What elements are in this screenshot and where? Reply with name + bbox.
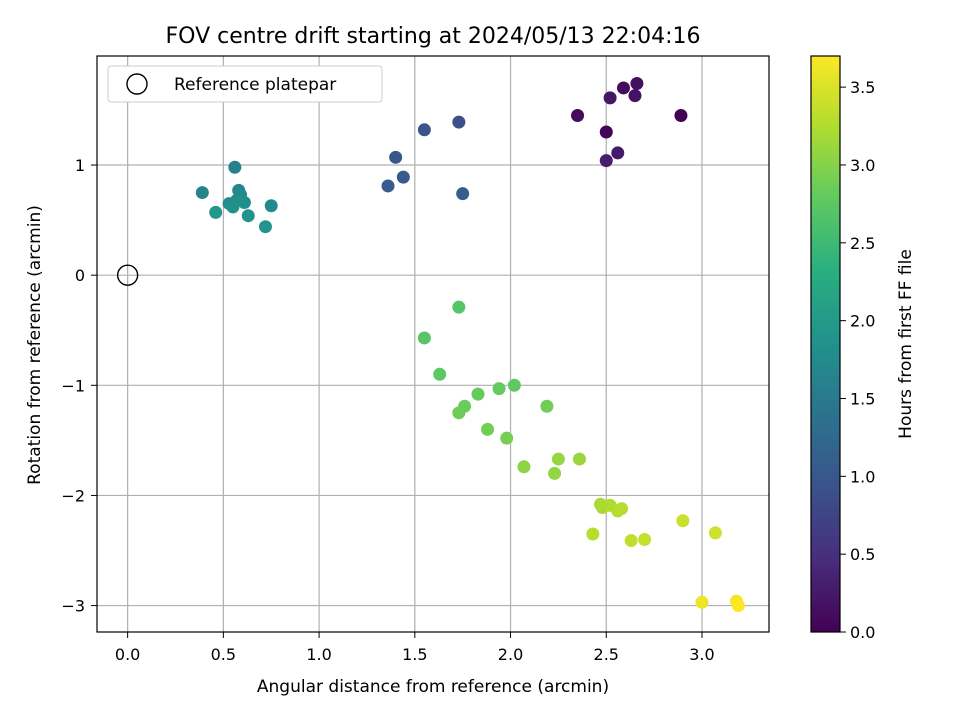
data-point [616,81,630,95]
data-point [676,514,690,528]
x-tick-label: 0.0 [115,645,140,664]
data-point [517,460,531,474]
colorbar-tick-label: 2.0 [850,312,875,331]
legend-marker-open-circle [126,73,148,95]
data-point [630,77,644,91]
data-point [264,199,278,213]
data-point [548,466,562,480]
data-point [226,200,240,214]
data-point [500,431,514,445]
plot-background [97,56,769,632]
x-tick-label: 2.5 [594,645,619,664]
colorbar-tick-label: 2.5 [850,234,875,253]
reference-marker [116,264,139,286]
plot-area: 0.0 0.5 1.0 1.5 2.0 2.5 3.0 −3 −2 −1 0 1 [61,55,770,664]
data-point [611,146,625,160]
data-point [452,300,466,314]
data-point [492,382,506,396]
y-tick-label: 1 [75,156,85,175]
y-tick-label: −3 [61,597,85,616]
legend-box [107,65,383,103]
data-point [551,452,565,466]
x-tick-label: 0.5 [211,645,236,664]
x-tick-label: 1.0 [306,645,331,664]
data-point [599,125,613,139]
data-point [572,452,586,466]
colorbar-tick-label: 1.0 [850,467,875,486]
data-point [381,179,395,193]
plot-frame [96,55,770,633]
legend: Reference platepar [107,65,383,103]
data-point [471,387,485,401]
colorbar-tick-label: 0.0 [850,623,875,642]
colorbar-tick-label: 1.5 [850,389,875,408]
x-axis-label: Angular distance from reference (arcmin) [257,677,609,697]
data-point [389,150,403,164]
y-axis-label: Rotation from reference (arcmin) [25,205,45,485]
data-point [624,534,638,548]
data-point [540,399,554,413]
colorbar: 0.0 0.5 1.0 1.5 2.0 2.5 3.0 3.5 Hours from firs… [810,55,916,642]
colorbar-tick-label: 0.5 [850,545,875,564]
y-axis-ticks: −3 −2 −1 0 1 [61,156,97,616]
colorbar-gradient [811,56,840,632]
reference-platepar-point [116,264,139,286]
chart-title: FOV centre drift starting at 2024/05/13 … [166,24,701,49]
data-point [586,527,600,541]
data-point [628,89,642,103]
data-point [695,595,709,609]
data-point [615,502,629,516]
y-tick-label: −2 [61,486,85,505]
data-point [674,108,688,122]
x-axis-ticks: 0.0 0.5 1.0 1.5 2.0 2.5 3.0 [115,632,715,664]
data-point [603,91,617,105]
colorbar-tick-label: 3.5 [850,78,875,97]
colorbar-label: Hours from first FF file [896,249,916,439]
colorbar-ticks: 0.0 0.5 1.0 1.5 2.0 2.5 3.0 3.5 [840,78,875,642]
data-point [571,108,585,122]
x-tick-label: 1.5 [402,645,427,664]
colorbar-tick-label: 3.0 [850,156,875,175]
data-point [396,170,410,184]
x-tick-label: 3.0 [689,645,714,664]
data-point [481,422,495,436]
data-point [417,331,431,345]
x-tick-label: 2.0 [498,645,523,664]
data-point [507,378,521,392]
data-point [228,160,242,174]
y-tick-label: −1 [61,376,85,395]
data-point [258,220,272,234]
data-point [731,599,745,613]
data-point [456,187,470,201]
data-point [638,532,652,546]
legend-label: Reference platepar [174,75,336,95]
data-point [433,367,447,381]
y-tick-label: 0 [75,266,85,285]
data-point [452,406,466,420]
data-point [209,205,223,219]
data-point [708,526,722,540]
data-point [417,123,431,137]
data-point [195,186,209,200]
data-point [452,115,466,129]
data-point [241,209,255,223]
grid [97,56,769,632]
colorbar-frame [810,55,841,633]
data-point [599,154,613,168]
data-points [195,77,745,613]
